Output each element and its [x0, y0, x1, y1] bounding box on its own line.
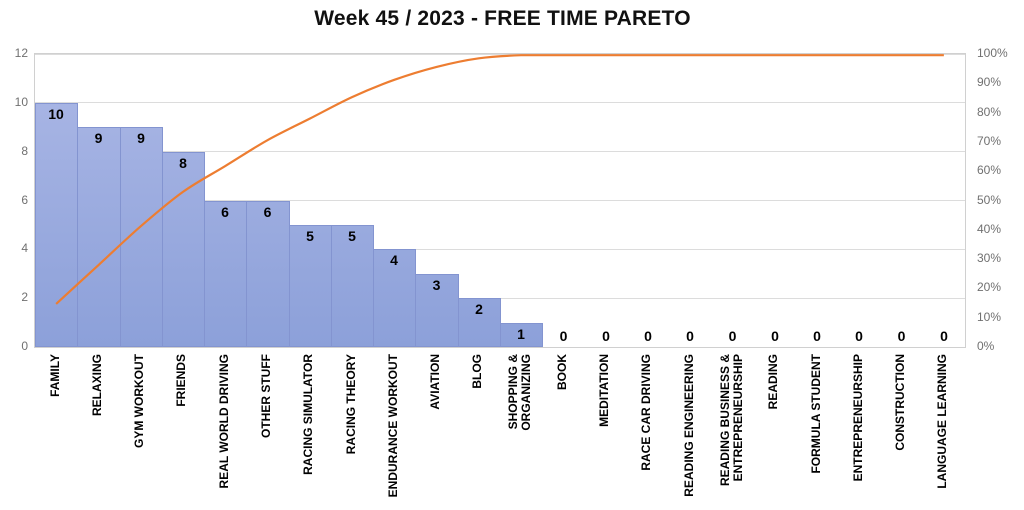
percent-axis-tick-label: 10% — [977, 309, 1002, 324]
category-label: READING ENGINEERING — [681, 354, 696, 497]
bar-value-label: 4 — [390, 252, 398, 269]
y-axis-tick-label: 4 — [21, 241, 28, 256]
bar-value-label: 5 — [306, 227, 314, 244]
category-label: FORMULA STUDENT — [808, 354, 823, 474]
category-label: RELAXING — [89, 354, 104, 417]
bar — [204, 200, 247, 347]
y-axis-tick-label: 0 — [21, 339, 28, 353]
category-label: AVIATION — [428, 354, 443, 410]
percent-axis-tick-label: 90% — [977, 75, 1002, 90]
bar-value-label: 5 — [348, 227, 356, 244]
category-label: GYM WORKOUT — [132, 354, 147, 448]
bar — [246, 200, 290, 347]
category-label: RACING THEORY — [343, 354, 358, 455]
category-label: SHOPPING & ORGANIZING — [506, 354, 534, 431]
y-axis-tick-label: 2 — [21, 290, 28, 305]
category-label: ENTREPRENEURSHIP — [850, 354, 865, 482]
bar-value-label: 9 — [94, 130, 103, 147]
bar-value-label: 0 — [940, 328, 948, 344]
bar — [35, 102, 78, 347]
bar-value-label: 2 — [475, 301, 483, 318]
category-label: FAMILY — [47, 354, 62, 397]
percent-axis-tick-label: 70% — [977, 133, 1002, 148]
gridline — [35, 53, 965, 55]
bar-value-label: 0 — [771, 328, 779, 344]
bar-value-label: 6 — [263, 203, 272, 220]
category-label: MEDITATION — [597, 354, 612, 427]
bar-value-label: 0 — [602, 328, 610, 344]
bar-value-label: 6 — [221, 203, 229, 220]
bar — [162, 151, 205, 347]
bar-value-label: 8 — [179, 154, 187, 171]
bar-value-label: 0 — [559, 328, 568, 344]
category-label: ENDURANCE WORKOUT — [385, 354, 400, 498]
bar — [120, 127, 163, 347]
category-label: RACING SIMULATOR — [301, 354, 316, 475]
category-label: CONSTRUCTION — [893, 354, 908, 451]
percent-axis-tick-label: 40% — [977, 221, 1002, 236]
bar-value-label: 1 — [517, 325, 525, 342]
bar-value-label: 0 — [855, 328, 863, 344]
bar-value-label: 3 — [432, 276, 441, 293]
category-label: REAL WORLD DRIVING — [216, 354, 231, 489]
y-axis-tick-label: 6 — [21, 192, 28, 207]
percent-axis-tick-label: 50% — [977, 192, 1002, 207]
category-label: RACE CAR DRIVING — [639, 354, 654, 471]
bar-value-label: 0 — [728, 328, 737, 344]
bar-value-label: 10 — [48, 105, 64, 122]
category-label: LANGUAGE LEARNING — [935, 354, 950, 489]
bar-value-label: 0 — [644, 328, 652, 344]
bar — [500, 322, 543, 347]
percent-axis-tick-label: 60% — [977, 163, 1002, 178]
percent-axis-tick-label: 100% — [977, 46, 1008, 60]
chart-title: Week 45 / 2023 - FREE TIME PARETO — [314, 7, 691, 30]
percent-axis-tick-label: 20% — [977, 280, 1002, 295]
y-axis-tick-label: 10 — [14, 94, 28, 109]
percent-axis-tick-label: 80% — [977, 104, 1002, 119]
bar-value-label: 9 — [137, 130, 145, 147]
percent-axis-tick-label: 30% — [977, 251, 1002, 266]
plot-area: 10 9 9 8 6 6 5 5 4 3 2 1 0 0 0 0 0 0 0 0 0 0 — [34, 53, 966, 348]
percent-axis-tick-label: 0% — [977, 339, 995, 353]
bar-value-label: 0 — [686, 328, 694, 344]
gridline — [35, 102, 965, 104]
category-label: FRIENDS — [174, 354, 189, 407]
bar-value-label: 0 — [813, 328, 821, 344]
category-label: READING BUSINESS & ENTREPRENEURSHIP — [717, 354, 745, 487]
bar-value-label: 0 — [897, 328, 906, 344]
category-label: BOOK — [554, 354, 569, 390]
category-label: OTHER STUFF — [259, 354, 273, 438]
y-axis-tick-label: 12 — [14, 46, 28, 60]
category-label: BLOG — [470, 354, 485, 389]
bar — [77, 127, 121, 347]
category-label: READING — [766, 354, 781, 410]
y-axis-tick-label: 8 — [21, 143, 28, 158]
